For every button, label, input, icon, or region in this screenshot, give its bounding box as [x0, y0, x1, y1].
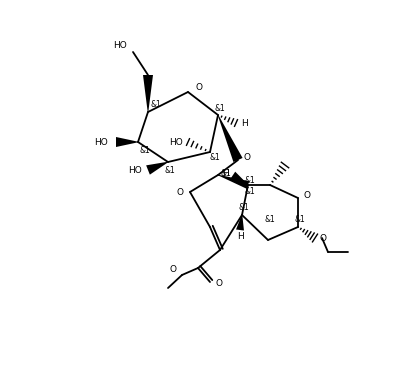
- Text: O: O: [195, 83, 202, 91]
- Text: &1: &1: [245, 175, 255, 185]
- Text: H: H: [237, 232, 243, 240]
- Text: &1: &1: [215, 104, 225, 112]
- Polygon shape: [116, 137, 138, 147]
- Text: &1: &1: [165, 165, 175, 175]
- Text: &1: &1: [151, 100, 161, 108]
- Polygon shape: [218, 115, 242, 162]
- Text: HO: HO: [94, 138, 108, 147]
- Text: &1: &1: [221, 168, 231, 178]
- Text: &1: &1: [295, 215, 305, 223]
- Polygon shape: [143, 75, 153, 112]
- Text: O: O: [243, 152, 250, 161]
- Text: H: H: [241, 118, 248, 128]
- Text: &1: &1: [140, 145, 150, 155]
- Polygon shape: [236, 215, 244, 231]
- Text: O: O: [176, 188, 183, 196]
- Text: HO: HO: [128, 165, 142, 175]
- Text: &1: &1: [265, 215, 275, 223]
- Text: O: O: [319, 233, 326, 242]
- Text: &1: &1: [210, 152, 220, 161]
- Text: H: H: [222, 168, 229, 178]
- Text: &1: &1: [239, 202, 249, 212]
- Text: &1: &1: [245, 186, 255, 195]
- Text: HO: HO: [113, 40, 127, 50]
- Text: O: O: [215, 279, 222, 289]
- Text: O: O: [304, 191, 311, 199]
- Polygon shape: [231, 172, 248, 185]
- Text: HO: HO: [169, 138, 183, 147]
- Text: O: O: [169, 266, 176, 275]
- Polygon shape: [146, 162, 168, 175]
- Polygon shape: [218, 175, 249, 189]
